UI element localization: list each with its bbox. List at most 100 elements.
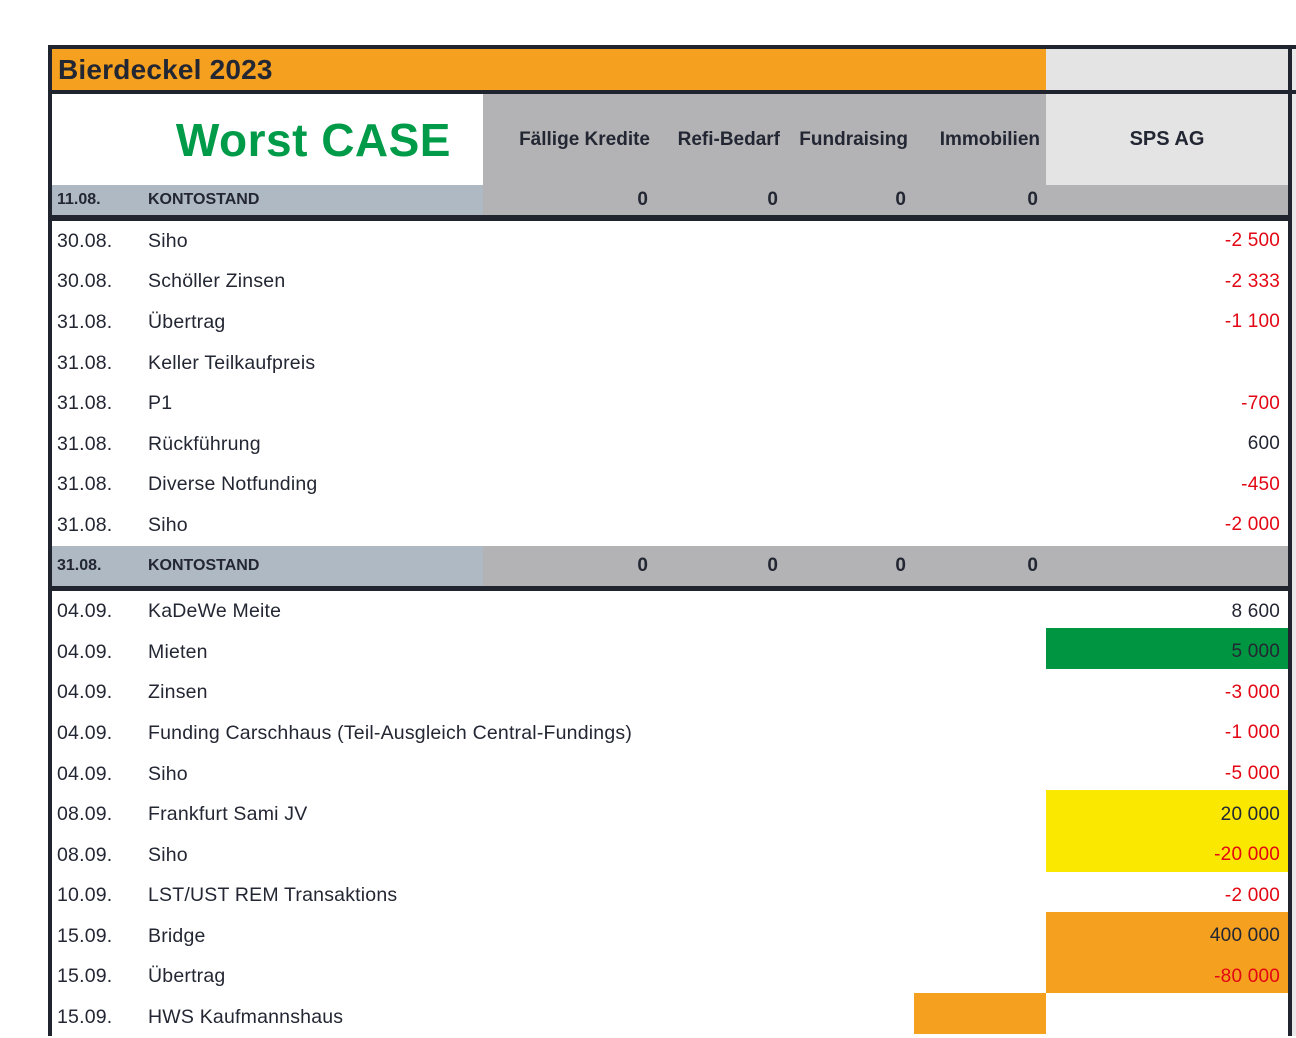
value-cell-highlight-green[interactable]: 5 000 (1046, 627, 1288, 673)
empty-cell[interactable] (914, 221, 1046, 262)
label-cell[interactable]: KONTOSTAND (145, 185, 483, 215)
column-header-immobilien[interactable]: Immobilien (914, 94, 1046, 185)
date-cell[interactable]: 30.08. (57, 229, 113, 252)
empty-cell[interactable] (786, 794, 914, 835)
empty-cell[interactable] (914, 591, 1046, 632)
date-cell[interactable]: 31.08. (57, 392, 113, 415)
value-cell[interactable]: 0 (786, 545, 914, 587)
empty-cell[interactable] (483, 997, 656, 1038)
label-cell[interactable]: Bridge (148, 924, 206, 947)
empty-cell[interactable] (656, 957, 786, 998)
empty-cell[interactable] (483, 424, 656, 465)
empty-cell[interactable] (656, 754, 786, 795)
empty-cell[interactable] (914, 916, 1046, 957)
empty-cell[interactable] (786, 673, 914, 714)
value-cell[interactable]: -2 000 (1224, 514, 1280, 536)
value-cell[interactable] (1046, 185, 1288, 215)
value-cell[interactable]: -2 333 (1224, 270, 1280, 292)
empty-cell[interactable] (914, 262, 1046, 303)
empty-cell[interactable] (656, 221, 786, 262)
value-cell[interactable]: 0 (656, 545, 786, 587)
value-cell[interactable]: -3 000 (1224, 681, 1280, 703)
empty-cell[interactable] (914, 794, 1046, 835)
empty-cell[interactable] (656, 916, 786, 957)
empty-cell[interactable] (483, 916, 656, 957)
date-cell[interactable]: 15.09. (57, 965, 113, 988)
value-cell[interactable]: -1 000 (1224, 722, 1280, 744)
empty-cell[interactable] (483, 957, 656, 998)
empty-cell[interactable] (656, 505, 786, 546)
empty-cell[interactable] (483, 591, 656, 632)
empty-cell[interactable] (483, 673, 656, 714)
column-header-faellige-kredite[interactable]: Fällige Kredite (483, 94, 656, 185)
date-cell[interactable]: 15.09. (57, 924, 113, 947)
empty-cell[interactable] (483, 383, 656, 424)
empty-cell[interactable] (656, 343, 786, 384)
label-cell[interactable]: Siho (148, 762, 188, 785)
label-cell[interactable]: Siho (148, 229, 188, 252)
date-cell[interactable]: 08.09. (57, 843, 113, 866)
empty-cell[interactable] (914, 754, 1046, 795)
empty-cell[interactable] (914, 713, 1046, 754)
empty-cell[interactable] (786, 302, 914, 343)
label-cell[interactable]: Siho (148, 843, 188, 866)
empty-cell[interactable] (786, 876, 914, 917)
value-cell[interactable]: -700 (1241, 392, 1280, 414)
date-cell[interactable]: 04.09. (57, 681, 113, 704)
empty-cell[interactable] (786, 591, 914, 632)
empty-cell[interactable] (914, 465, 1046, 506)
date-cell[interactable]: 04.09. (57, 721, 113, 744)
label-cell[interactable]: Siho (148, 513, 188, 536)
value-cell[interactable]: -450 (1241, 473, 1280, 495)
value-cell[interactable]: 0 (483, 545, 656, 587)
empty-cell[interactable] (786, 713, 914, 754)
value-cell[interactable] (1046, 545, 1288, 587)
label-cell[interactable]: Übertrag (148, 310, 226, 333)
empty-cell[interactable] (786, 343, 914, 384)
empty-cell[interactable] (656, 997, 786, 1038)
date-cell[interactable]: 11.08. (52, 185, 145, 215)
date-cell[interactable]: 31.08. (57, 432, 113, 455)
value-cell[interactable]: 600 (1247, 433, 1280, 455)
empty-cell[interactable] (914, 673, 1046, 714)
date-cell[interactable]: 31.08. (57, 513, 113, 536)
empty-cell[interactable] (914, 302, 1046, 343)
empty-cell[interactable] (483, 262, 656, 303)
date-cell[interactable]: 31.08. (57, 310, 113, 333)
empty-cell[interactable] (483, 465, 656, 506)
empty-cell[interactable] (656, 302, 786, 343)
empty-cell[interactable] (483, 221, 656, 262)
date-cell[interactable]: 04.09. (57, 762, 113, 785)
empty-cell[interactable] (914, 876, 1046, 917)
value-cell[interactable]: 0 (786, 185, 914, 215)
date-cell[interactable]: 31.08. (57, 473, 113, 496)
value-cell[interactable]: -2 000 (1224, 884, 1280, 906)
empty-cell[interactable] (786, 957, 914, 998)
value-cell[interactable]: -5 000 (1224, 763, 1280, 785)
empty-cell[interactable] (786, 424, 914, 465)
label-cell[interactable]: Übertrag (148, 965, 226, 988)
value-cell[interactable] (1046, 997, 1288, 1038)
label-cell[interactable]: KaDeWe Meite (148, 600, 282, 623)
label-cell[interactable]: Funding Carschhaus (Teil-Ausgleich Centr… (148, 721, 633, 744)
empty-cell[interactable] (483, 713, 656, 754)
value-cell[interactable]: -2 500 (1224, 230, 1280, 252)
value-cell[interactable]: -1 100 (1224, 311, 1280, 333)
empty-cell[interactable] (483, 835, 656, 876)
empty-cell[interactable] (914, 424, 1046, 465)
empty-cell[interactable] (914, 632, 1046, 673)
empty-cell[interactable] (656, 713, 786, 754)
label-cell[interactable]: Schöller Zinsen (148, 270, 286, 293)
empty-cell[interactable] (914, 383, 1046, 424)
date-cell[interactable]: 15.09. (57, 1006, 113, 1029)
empty-cell[interactable] (914, 957, 1046, 998)
empty-cell[interactable] (483, 876, 656, 917)
empty-cell[interactable] (914, 343, 1046, 384)
column-header-fundraising[interactable]: Fundraising (786, 94, 914, 185)
immobilien-cell-highlight-orange[interactable] (914, 993, 1046, 1038)
empty-cell[interactable] (786, 632, 914, 673)
value-cell[interactable]: 0 (914, 185, 1046, 215)
empty-cell[interactable] (656, 673, 786, 714)
empty-cell[interactable] (483, 343, 656, 384)
value-cell[interactable] (1046, 343, 1288, 384)
